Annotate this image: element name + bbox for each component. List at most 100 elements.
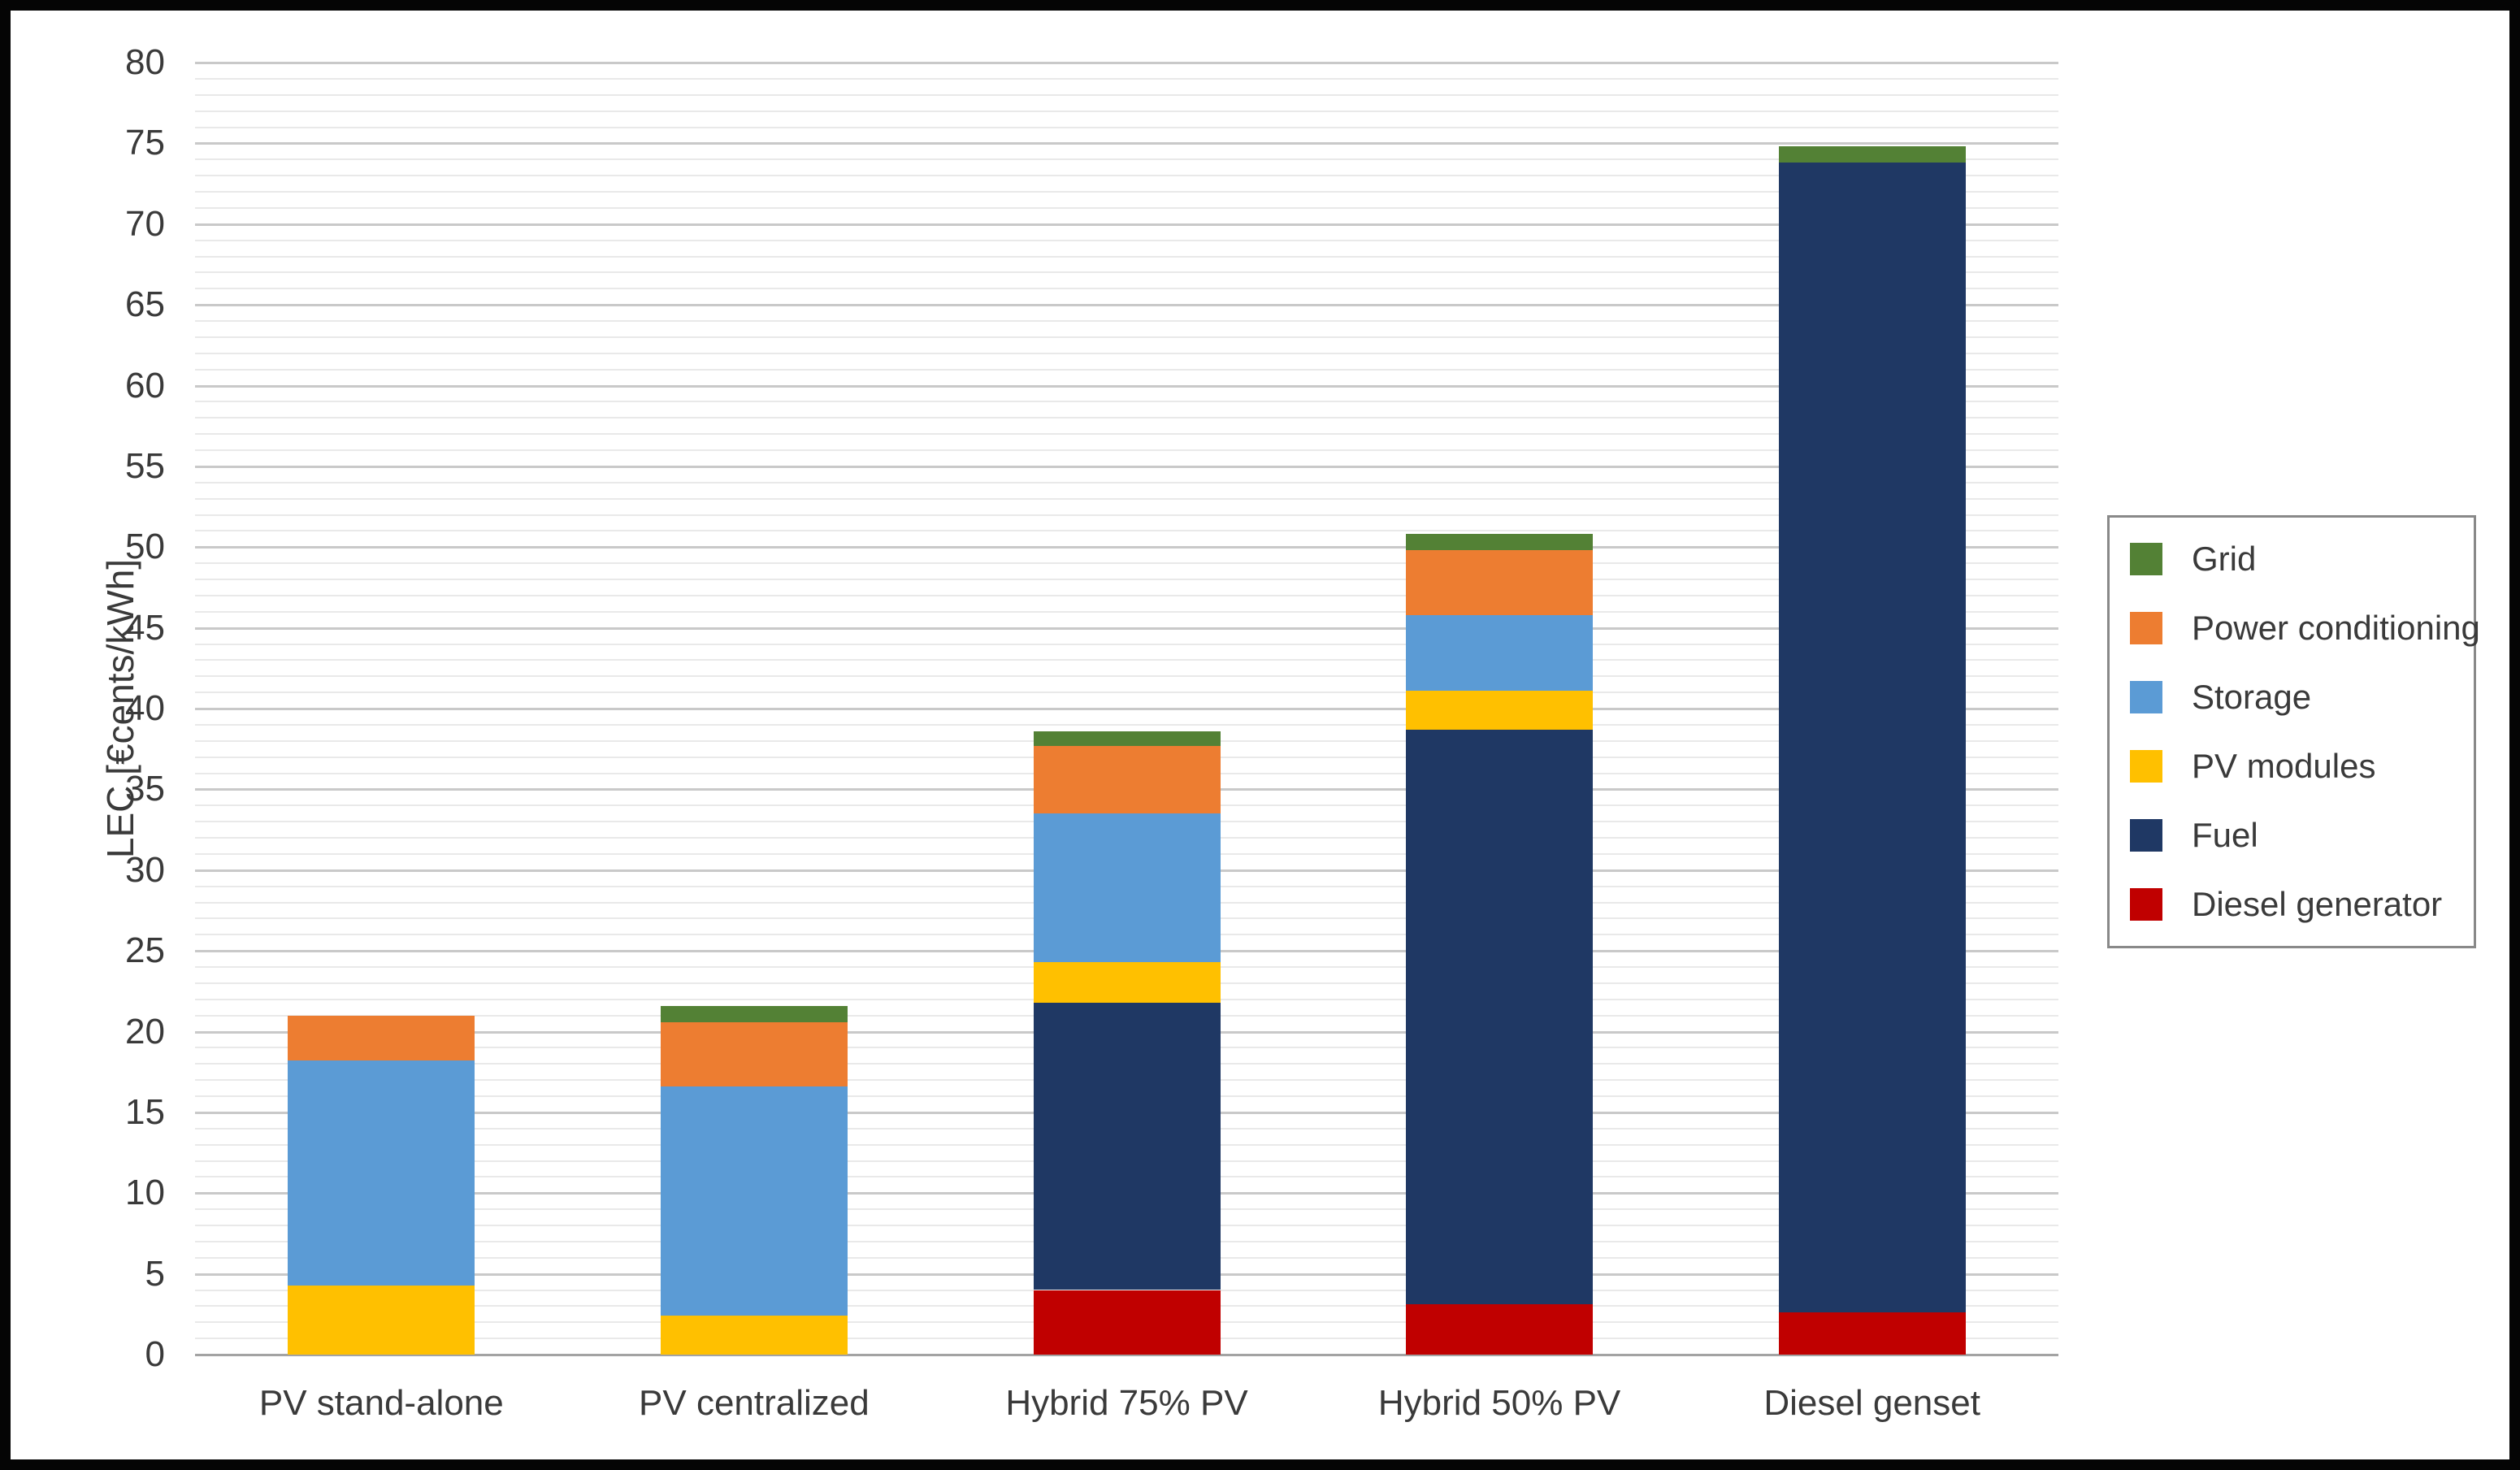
legend-label-power-conditioning: Power conditioning <box>2192 608 2480 647</box>
gridline-y-63 <box>195 336 2058 338</box>
legend-entry-power-conditioning: Power conditioning <box>2130 609 2480 648</box>
bar-segment-hybrid-50-pv-pv-modules <box>1406 691 1594 730</box>
legend-entry-grid: Grid <box>2130 540 2467 579</box>
legend-marker-grid-icon <box>2130 542 2162 575</box>
gridline-y-67 <box>195 271 2058 274</box>
y-tick-label-0: 0 <box>145 1334 165 1374</box>
gridline-y-42 <box>195 675 2058 678</box>
gridline-y-75 <box>195 142 2058 145</box>
legend-entry-diesel-generator: Diesel generator <box>2130 885 2467 924</box>
gridline-y-70 <box>195 223 2058 226</box>
gridline-y-59 <box>195 401 2058 403</box>
y-tick-label-50: 50 <box>125 527 165 567</box>
y-tick-label-5: 5 <box>145 1253 165 1294</box>
bar-segment-hybrid-75-pv-pv-modules <box>1033 962 1221 1003</box>
legend-entry-fuel: Fuel <box>2130 816 2467 855</box>
gridline-y-68 <box>195 255 2058 258</box>
legend-entry-pv-modules: PV modules <box>2130 747 2467 786</box>
gridline-y-50 <box>195 546 2058 549</box>
x-category-label-hybrid-50-pv: Hybrid 50% PV <box>1377 1383 1621 1423</box>
x-category-label-pv-stand-alone: PV stand-alone <box>258 1383 504 1423</box>
y-tick-label-30: 30 <box>125 849 165 890</box>
gridline-y-51 <box>195 530 2058 532</box>
gridline-y-72 <box>195 191 2058 193</box>
legend-marker-pv-modules-icon <box>2130 750 2162 783</box>
y-tick-label-65: 65 <box>125 284 165 325</box>
legend-entry-storage: Storage <box>2130 678 2467 717</box>
bar-segment-pv-centralized-pv-modules <box>660 1316 848 1355</box>
y-tick-label-80: 80 <box>125 42 165 82</box>
y-tick-label-45: 45 <box>125 607 165 648</box>
legend-label-pv-modules: PV modules <box>2192 747 2376 786</box>
bar-segment-hybrid-50-pv-diesel-generator <box>1406 1304 1594 1355</box>
bar-segment-diesel-genset-fuel <box>1778 163 1966 1313</box>
x-category-label-hybrid-75-pv: Hybrid 75% PV <box>1005 1383 1248 1423</box>
gridline-y-73 <box>195 175 2058 177</box>
y-tick-label-25: 25 <box>125 930 165 971</box>
gridline-y-74 <box>195 158 2058 161</box>
gridline-y-45 <box>195 627 2058 630</box>
gridline-y-48 <box>195 579 2058 580</box>
gridline-y-53 <box>195 497 2058 500</box>
y-tick-label-60: 60 <box>125 365 165 405</box>
legend-label-grid: Grid <box>2192 539 2257 578</box>
bar-segment-diesel-genset-grid <box>1778 146 1966 163</box>
bar-segment-pv-centralized-power-conditioning <box>660 1021 848 1087</box>
bar-segment-pv-stand-alone-power-conditioning <box>288 1015 475 1061</box>
bar-segment-hybrid-50-pv-grid <box>1406 534 1594 551</box>
gridline-y-41 <box>195 692 2058 694</box>
gridline-y-46 <box>195 610 2058 613</box>
bar-segment-pv-centralized-grid <box>660 1005 848 1022</box>
gridline-y-65 <box>195 304 2058 307</box>
x-category-label-diesel-genset: Diesel genset <box>1763 1383 1980 1423</box>
x-category-label-pv-centralized: PV centralized <box>639 1383 870 1423</box>
bar-segment-pv-stand-alone-pv-modules <box>288 1285 475 1355</box>
bar-segment-hybrid-75-pv-diesel-generator <box>1033 1290 1221 1355</box>
y-tick-label-70: 70 <box>125 203 165 244</box>
gridline-y-55 <box>195 465 2058 468</box>
gridline-y-61 <box>195 368 2058 371</box>
y-tick-label-20: 20 <box>125 1011 165 1052</box>
gridline-y-77 <box>195 110 2058 112</box>
legend-marker-diesel-generator-icon <box>2130 888 2162 921</box>
y-tick-label-75: 75 <box>125 123 165 163</box>
bar-segment-hybrid-50-pv-storage <box>1406 614 1594 692</box>
bar-segment-hybrid-75-pv-grid <box>1033 731 1221 746</box>
bar-segment-pv-centralized-storage <box>660 1086 848 1316</box>
bar-segment-diesel-genset-diesel-generator <box>1778 1312 1966 1355</box>
gridline-y-57 <box>195 433 2058 436</box>
y-axis-title: LEC [€cents/kWh] <box>99 558 141 859</box>
gridline-y-39 <box>195 723 2058 726</box>
bar-segment-hybrid-75-pv-power-conditioning <box>1033 745 1221 814</box>
gridline-y-64 <box>195 320 2058 322</box>
gridline-y-66 <box>195 288 2058 290</box>
gridline-y-71 <box>195 206 2058 209</box>
gridline-y-56 <box>195 449 2058 451</box>
gridline-y-76 <box>195 126 2058 128</box>
x-axis-line <box>195 1354 2058 1356</box>
bar-segment-hybrid-50-pv-power-conditioning <box>1406 550 1594 615</box>
gridline-y-52 <box>195 514 2058 516</box>
y-tick-label-15: 15 <box>125 1091 165 1132</box>
gridline-y-49 <box>195 562 2058 565</box>
y-tick-label-10: 10 <box>125 1173 165 1213</box>
bar-segment-hybrid-50-pv-fuel <box>1406 729 1594 1305</box>
gridline-y-54 <box>195 481 2058 483</box>
legend-marker-storage-icon <box>2130 680 2162 713</box>
gridline-y-47 <box>195 594 2058 596</box>
gridline-y-44 <box>195 643 2058 645</box>
gridline-y-40 <box>195 708 2058 710</box>
gridline-y-43 <box>195 659 2058 661</box>
gridline-y-69 <box>195 239 2058 241</box>
gridline-y-80 <box>195 62 2058 64</box>
legend: Grid Power conditioning Storage PV modules F… <box>2107 515 2480 948</box>
gridline-y-79 <box>195 77 2058 80</box>
bar-segment-hybrid-75-pv-storage <box>1033 813 1221 963</box>
legend-label-diesel-generator: Diesel generator <box>2192 885 2443 924</box>
legend-marker-power-conditioning-icon <box>2130 611 2162 644</box>
y-tick-label-40: 40 <box>125 688 165 728</box>
bar-segment-hybrid-75-pv-fuel <box>1033 1002 1221 1290</box>
y-tick-label-35: 35 <box>125 769 165 809</box>
